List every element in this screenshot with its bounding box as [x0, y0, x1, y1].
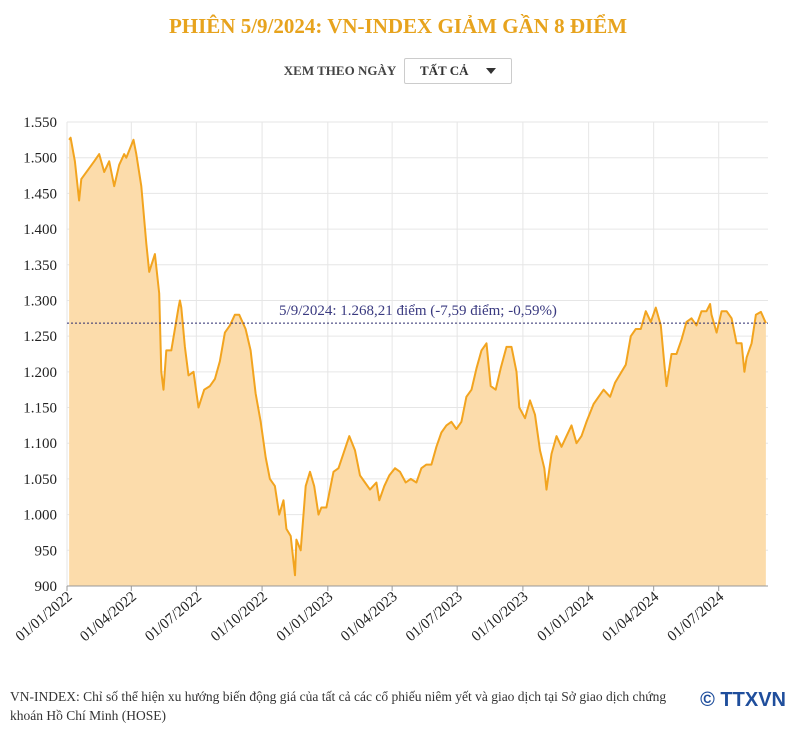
- x-tick-label: 01/10/2022: [208, 589, 271, 645]
- footnote: VN-INDEX: Chỉ số thể hiện xu hướng biến …: [10, 689, 667, 723]
- y-tick-label: 1.450: [23, 186, 57, 202]
- y-tick-label: 1.500: [23, 151, 57, 167]
- dropdown[interactable]: TẤT CẢ: [404, 58, 513, 84]
- filter-label: XEM THEO NGÀY: [283, 63, 397, 78]
- x-tick-label: 01/07/2022: [142, 589, 205, 645]
- chart: 900 950 1.000 1.050 1.100 1.150 1.200 1.250 1.30…: [13, 115, 768, 645]
- x-tick-label: 01/01/2023: [274, 589, 337, 645]
- source-logo: © TTXVN: [700, 689, 786, 711]
- y-tick-label: 1.400: [23, 222, 57, 238]
- index-line: [68, 136, 767, 577]
- dropdown-value: TẤT CẢ: [419, 63, 469, 78]
- y-tick-label: 1.000: [23, 508, 57, 524]
- x-tick-label: 01/04/2023: [338, 589, 401, 645]
- x-tick-label: 01/04/2024: [600, 588, 663, 645]
- y-tick-label: 1.250: [23, 329, 57, 345]
- dropdown-arrow: [486, 68, 497, 74]
- y-tick-label: 1.150: [23, 401, 57, 417]
- filter-bar: XEM THEO NGÀY TẤT CẢ: [0, 58, 796, 84]
- y-tick-label: 900: [35, 579, 58, 595]
- y-tick-label: 1.200: [23, 365, 57, 381]
- x-tick-label: 01/07/2024: [665, 588, 728, 645]
- x-tick-label: 01/01/2022: [13, 589, 76, 645]
- x-tick-label: 01/10/2023: [469, 589, 532, 645]
- y-tick-label: 1.100: [23, 436, 57, 452]
- y-tick-label: 1.350: [23, 258, 57, 274]
- y-tick-label: 1.550: [23, 115, 57, 131]
- x-tick-label: 01/07/2023: [403, 589, 466, 645]
- annotation: 5/9/2024: 1.268,21 điểm (-7,59 điểm; -0,…: [279, 303, 557, 319]
- y-tick-label: 950: [35, 543, 58, 559]
- y-tick-label: 1.050: [23, 472, 57, 488]
- x-tick-label: 01/01/2024: [535, 588, 598, 645]
- chart-title: PHIÊN 5/9/2024: VN-INDEX GIẢM GẦN 8 ĐIỂM: [168, 14, 628, 38]
- y-tick-label: 1.300: [23, 293, 57, 309]
- area-fill: [69, 137, 766, 586]
- x-tick-label: 01/04/2022: [77, 589, 140, 645]
